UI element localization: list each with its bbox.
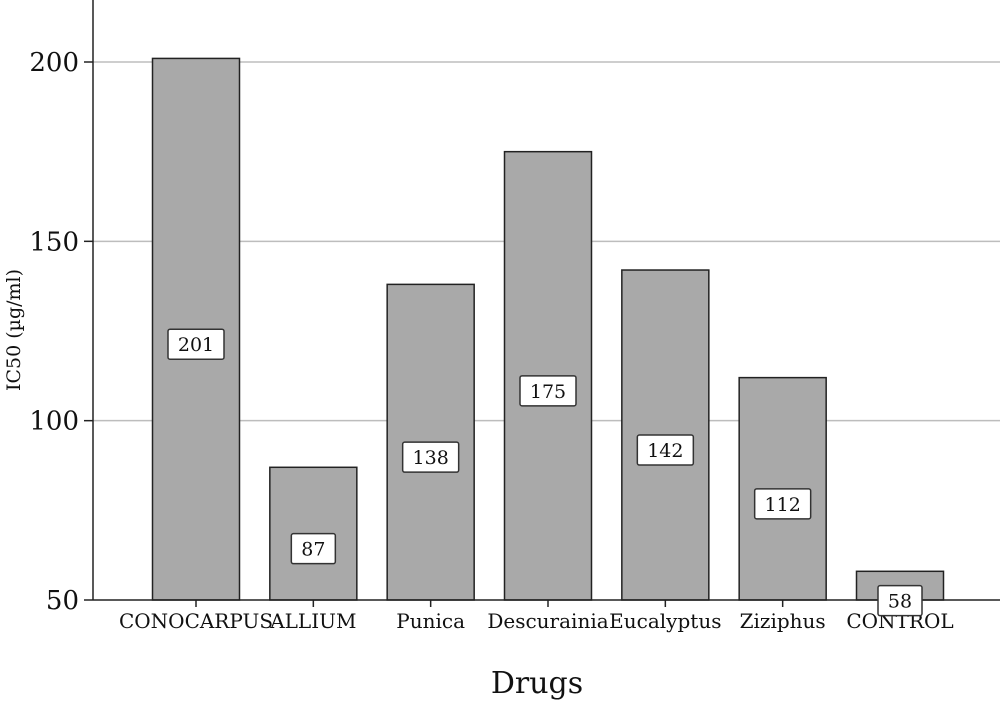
- x-axis-title: Drugs: [491, 666, 583, 701]
- x-tick-label: Punica: [396, 609, 465, 633]
- data-label-box: [519, 375, 577, 407]
- data-label: 175: [530, 381, 566, 403]
- data-label: 201: [178, 334, 214, 356]
- x-tick-label: Ziziphus: [740, 609, 826, 633]
- y-tick-label: 100: [29, 407, 79, 437]
- x-tick-label: Descurainia: [487, 609, 608, 633]
- x-tick-label: Eucalyptus: [609, 609, 721, 633]
- data-label-box: [753, 488, 812, 520]
- y-tick-label: 200: [29, 48, 79, 78]
- y-tick-label: 150: [29, 227, 79, 257]
- data-label-box: [290, 532, 337, 565]
- data-label-box: [877, 584, 923, 617]
- data-label: 138: [413, 447, 449, 469]
- bars: [151, 57, 945, 601]
- y-axis-title: IC50 (µg/ml): [3, 269, 25, 391]
- data-label-box: [636, 434, 695, 466]
- x-tick-label: ALLIUM: [269, 609, 356, 633]
- data-label-box: [401, 441, 460, 473]
- data-labels: 201 87 138 175 142 112 58: [167, 328, 923, 617]
- data-label-box: [167, 328, 225, 360]
- data-label: 87: [301, 539, 325, 561]
- data-label: 142: [647, 440, 683, 462]
- data-label: 112: [765, 494, 801, 516]
- y-tick-label: 50: [46, 586, 79, 616]
- data-label: 58: [888, 591, 912, 613]
- x-tick-label: CONOCARPUS: [119, 609, 273, 633]
